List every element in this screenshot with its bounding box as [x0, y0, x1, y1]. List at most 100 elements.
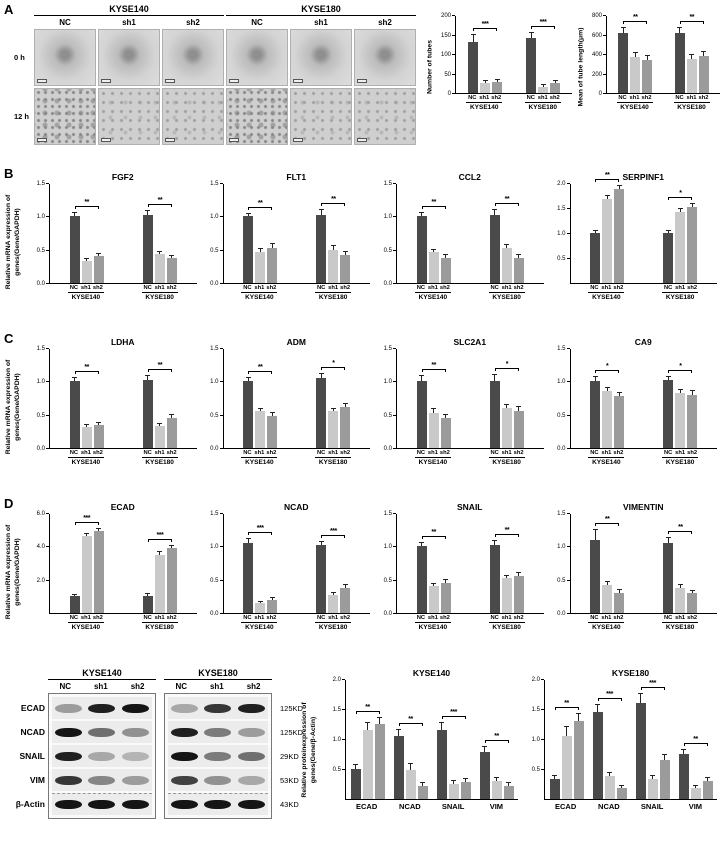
bar-label: sh2: [439, 450, 450, 456]
bar-group: **: [397, 184, 470, 283]
bar: [675, 348, 686, 448]
error-bar: [98, 253, 100, 257]
chart-ecad: ECAD 2.0 4.0 6.0 *** *** NC sh1 sh2 KYSE140 NC sh1 s…: [29, 502, 197, 631]
y-tick-label: 0.5: [36, 247, 45, 254]
y-tick-mark: [46, 348, 49, 349]
bar: [255, 513, 266, 613]
error-bar: [74, 594, 76, 597]
significance-bracket: [679, 21, 704, 25]
significance-bracket: [531, 25, 555, 29]
error-bar: [86, 533, 88, 537]
bar: [687, 183, 698, 283]
x-axis-labels: NC sh1 sh2 KYSE140 NC sh1 sh2 KYSE180: [455, 95, 572, 111]
bar: [81, 183, 92, 283]
group-label: NCAD: [399, 802, 421, 811]
blot-strip: [168, 793, 268, 815]
error-bar: [594, 377, 596, 382]
condition-label: sh2: [378, 18, 392, 27]
chart-title: KYSE180: [611, 668, 650, 678]
y-tick-mark: [566, 348, 570, 349]
microscopy-image: [226, 88, 288, 145]
y-tick-label: 1.5: [557, 346, 566, 352]
chart-title: CA9: [634, 337, 652, 347]
protein-band: [55, 800, 83, 809]
bar-label: sh2: [266, 615, 277, 621]
y-axis-title: Relative mRNA expression of genes(Gene/G…: [5, 359, 21, 455]
significance-stars: ***: [481, 21, 489, 29]
chart-title: LDHA: [110, 337, 135, 347]
y-tick-mark: [46, 414, 49, 416]
bar-group: ***: [297, 514, 370, 613]
protein-band: [88, 727, 116, 737]
y-tick-label: 1.0: [332, 737, 341, 743]
y-tick-mark: [46, 249, 49, 251]
bar: [142, 183, 153, 283]
molecular-weight-label: 43KD: [280, 799, 299, 809]
error-bar: [695, 785, 696, 789]
error-bar: [86, 424, 88, 427]
x-axis-labels: NC sh1 sh2 KYSE140 NC sh1 sh2 KYSE180: [396, 615, 544, 631]
bar: [663, 348, 674, 448]
group-label: KYSE180: [492, 459, 521, 466]
chart-title: FGF2: [111, 172, 134, 182]
error-bar: [433, 409, 435, 413]
y-tick-label: 50: [444, 71, 451, 78]
error-bar: [530, 32, 532, 39]
bar: [460, 679, 471, 799]
chart-title: CCL2: [458, 172, 481, 182]
bar: [550, 15, 560, 93]
protein-band: [204, 703, 232, 713]
y-tick-mark: [566, 233, 570, 234]
lane-label: NC: [175, 682, 188, 691]
bar: [154, 183, 165, 283]
bar-label: NC: [468, 95, 477, 101]
y-tick-mark: [566, 183, 570, 184]
error-bar: [320, 374, 322, 378]
group-label: ECAD: [554, 802, 577, 811]
bar: [166, 183, 177, 283]
bar: [316, 348, 327, 448]
bar-label: sh1: [254, 615, 265, 621]
plot-area: ** **: [569, 513, 717, 614]
bar-label: sh1: [427, 450, 438, 456]
microscopy-row-12h: 12 h: [14, 88, 422, 145]
bar: [538, 15, 548, 93]
significance-bracket: [421, 536, 446, 539]
y-tick-mark: [603, 15, 606, 16]
bar: [142, 348, 153, 448]
panel-d-ylabel: Relative mRNA expression of genes(Gene/G…: [3, 512, 25, 632]
bar: [663, 513, 674, 613]
bar: [698, 15, 709, 93]
significance-bracket: [668, 531, 693, 535]
panel-c-ylabel: Relative mRNA expression of genes(Gene/G…: [3, 347, 25, 467]
bar: [374, 679, 385, 799]
bar-group: **: [571, 514, 644, 613]
bar: [602, 348, 613, 448]
bar-label: sh2: [92, 450, 103, 456]
error-bar: [691, 391, 693, 395]
condition-label: NC: [59, 18, 71, 27]
scale-bar: [357, 79, 367, 83]
error-bar: [691, 204, 693, 207]
blot-strip: [52, 793, 152, 815]
error-bar: [679, 585, 681, 588]
bar: [316, 183, 327, 283]
y-tick-label: 4.0: [36, 544, 45, 551]
y-axis: 0.0 0.5 1.0 1.5: [550, 511, 570, 617]
bar-group: **: [297, 184, 370, 283]
error-bar: [367, 722, 368, 730]
significance-bracket: [421, 206, 446, 209]
y-tick-mark: [452, 73, 455, 75]
x-axis-labels: NC sh1 sh2 KYSE140 NC sh1 sh2 KYSE180: [223, 615, 371, 631]
error-bar: [506, 245, 508, 249]
significance-bracket: [595, 370, 620, 374]
error-bar: [691, 591, 693, 593]
error-bar: [508, 783, 509, 786]
y-tick-mark: [219, 249, 223, 251]
bar-label: NC: [143, 615, 152, 621]
bar-label: sh2: [513, 450, 524, 456]
error-bar: [465, 779, 466, 783]
bar-label: sh1: [601, 285, 612, 291]
error-bar: [74, 378, 76, 382]
